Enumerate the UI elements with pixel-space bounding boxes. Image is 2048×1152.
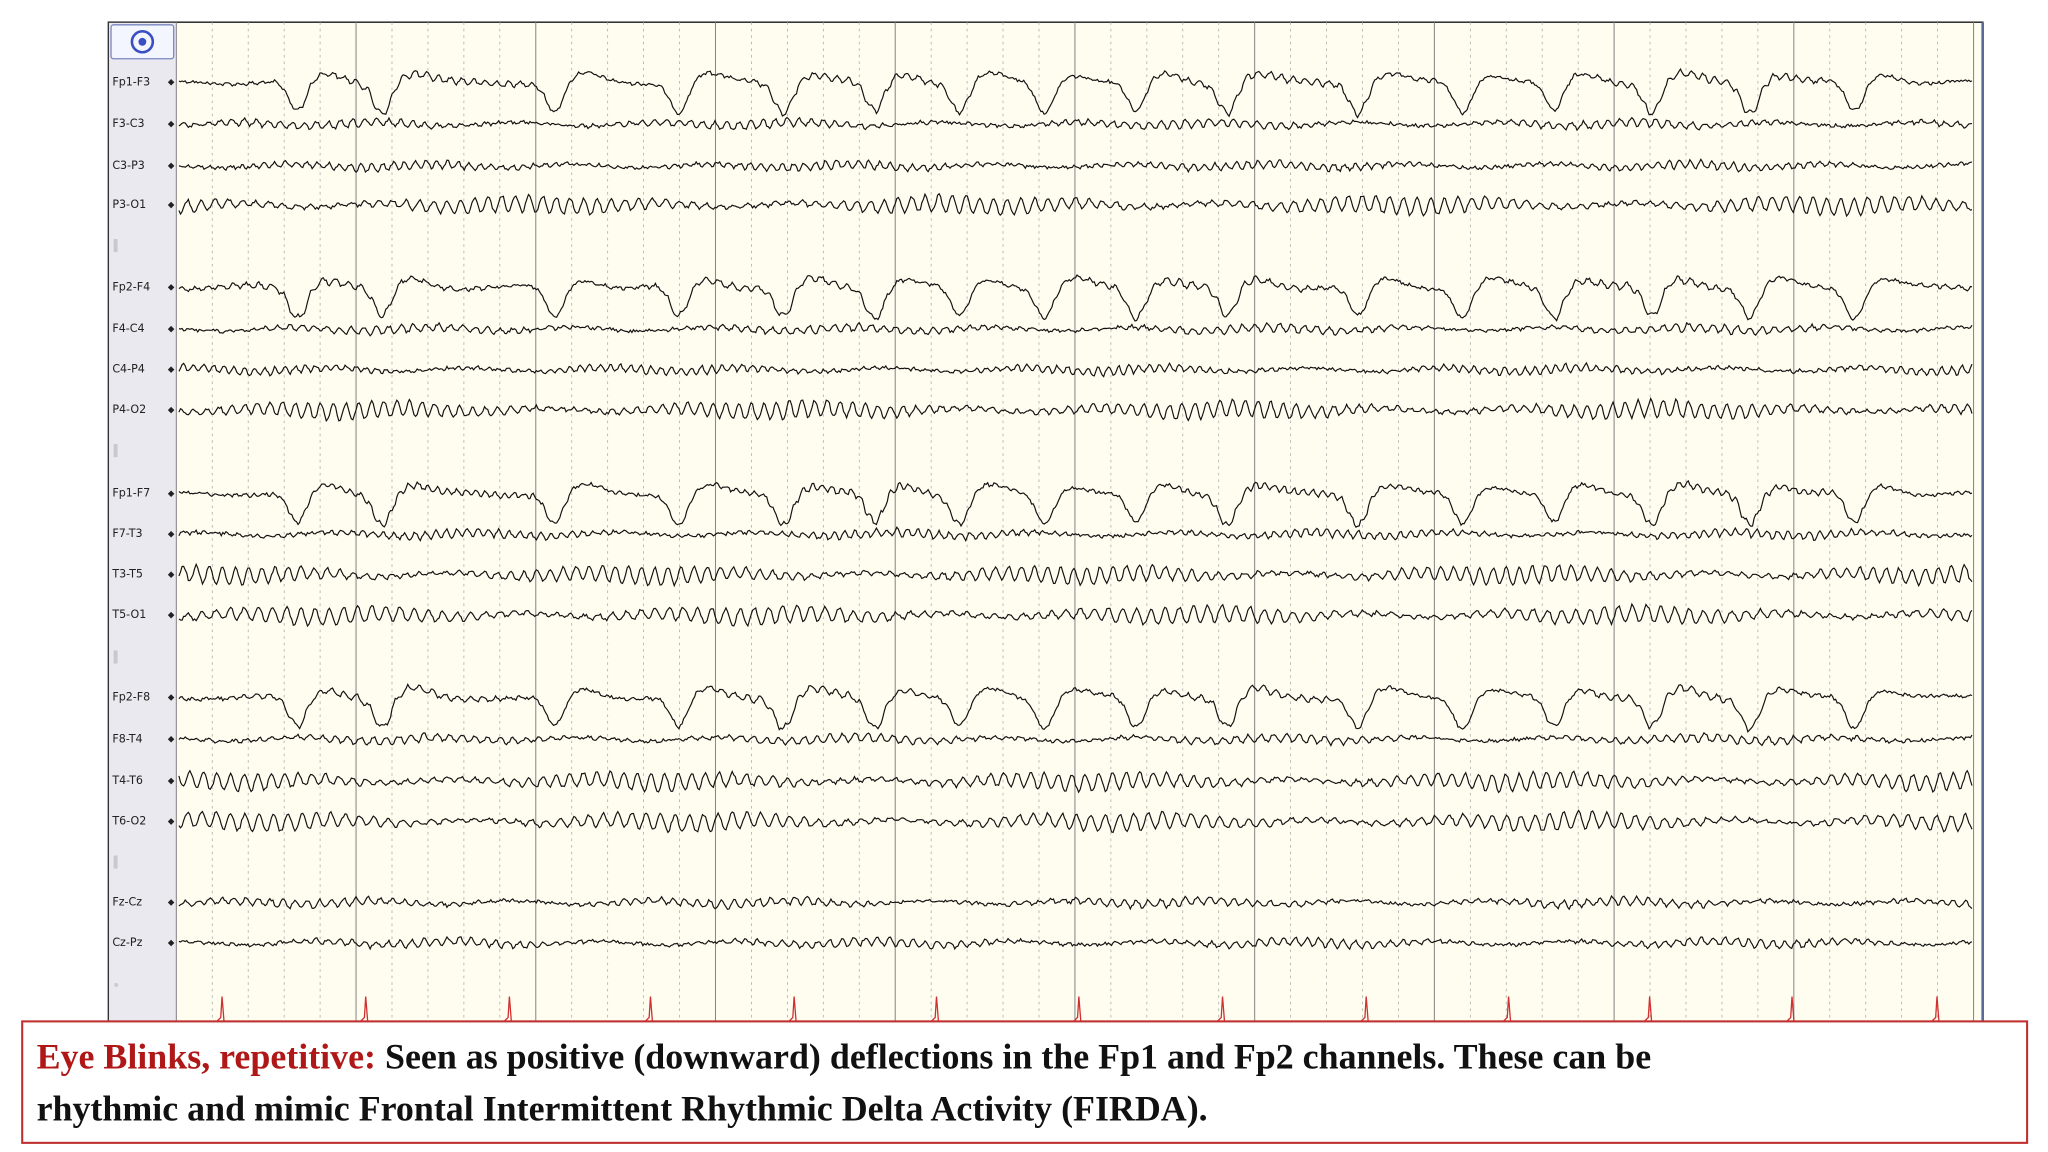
channel-label: F3-C3 (112, 117, 144, 130)
channel-marker (167, 777, 175, 785)
ecg-spike (503, 996, 512, 1022)
channel-label: T3-T5 (111, 568, 143, 581)
eeg-panel (107, 21, 1984, 1029)
channel-labels: Fp1-F3 F3-C3 C3-P3 P3-O1 Fp2-F4 F4-C4 C4-P4 P4-… (111, 75, 175, 987)
marker (114, 982, 119, 987)
group-separator (113, 239, 118, 253)
caption-text: Seen as positive (downward) deflections … (385, 1036, 1651, 1076)
eeg-trace (178, 602, 1973, 628)
eeg-trace (178, 526, 1973, 543)
eeg-trace (178, 894, 1973, 911)
group-separator (113, 855, 118, 869)
eeg-trace (178, 396, 1973, 423)
eeg-trace (178, 935, 1973, 951)
channel-marker (167, 406, 175, 414)
channel-marker (167, 939, 175, 947)
ecg-spikes (216, 996, 1940, 1022)
channel-label: C4-P4 (112, 363, 145, 376)
ecg-spike (1216, 996, 1226, 1022)
channel-marker (167, 79, 175, 86)
ecg-spike (1360, 996, 1369, 1022)
channel-marker (167, 736, 175, 743)
channel-label: Fz-Cz (112, 896, 142, 909)
eeg-trace (178, 361, 1973, 378)
ecg-spike (360, 996, 369, 1022)
group-separator (113, 444, 118, 458)
ecg-spike (1931, 996, 1940, 1022)
caption-box (21, 1020, 2029, 1144)
eeg-trace (178, 562, 1973, 588)
label-column (109, 22, 177, 1028)
channel-marker (167, 284, 175, 291)
channel-marker (167, 120, 175, 128)
eeg-trace (178, 116, 1973, 132)
channel-marker (167, 571, 175, 578)
eeg-trace (178, 479, 1973, 528)
channel-marker (167, 899, 175, 906)
channel-label: Fp1-F3 (112, 75, 150, 88)
channel-label: T6-O2 (111, 815, 146, 828)
ecg-spike (788, 996, 797, 1022)
channel-marker (167, 325, 175, 333)
button-icon[interactable] (130, 30, 155, 54)
caption-label: Eye Blinks, repetitive: (37, 1036, 376, 1076)
eeg-trace (178, 683, 1973, 733)
channel-marker (167, 694, 175, 701)
channel-label: F4-C4 (112, 322, 144, 335)
eeg-trace (178, 809, 1973, 834)
ecg-spike (216, 996, 225, 1022)
channel-label: Fp2-F8 (112, 690, 150, 703)
caption-line-1: Eye Blinks, repetitive: Seen as positive… (37, 1036, 1652, 1076)
channel-marker (167, 366, 175, 373)
traces (178, 67, 1973, 951)
ecg-spike (1786, 996, 1795, 1022)
channel-label: F8-T4 (112, 732, 142, 745)
channel-label: C3-P3 (112, 159, 145, 172)
eeg-trace (178, 321, 1973, 337)
eeg-trace (178, 158, 1973, 174)
channel-label: Fp1-F7 (112, 487, 150, 500)
channel-label: Fp2-F4 (112, 280, 150, 293)
channel-marker (167, 490, 175, 497)
channel-marker (167, 530, 175, 538)
channel-label: F7-T3 (112, 527, 142, 540)
channel-marker (167, 611, 175, 619)
ecg-spike (644, 996, 654, 1022)
channel-label: Cz-Pz (112, 936, 142, 949)
channel-marker (167, 162, 175, 170)
eeg-trace (178, 274, 1973, 322)
caption-line-2: rhythmic and mimic Frontal Intermittent … (37, 1089, 1208, 1129)
group-separator (113, 650, 118, 664)
channel-label: P3-O1 (112, 198, 146, 211)
ecg-spike (1643, 996, 1653, 1022)
settings-button[interactable] (110, 24, 175, 60)
time-grid (175, 22, 1975, 1028)
eeg-trace (178, 192, 1973, 218)
channel-label: T4-T6 (111, 774, 143, 787)
channel-label: T5-O1 (111, 608, 146, 621)
channel-label: P4-O2 (112, 403, 146, 416)
channel-marker (167, 201, 175, 209)
button-icon-dot[interactable] (138, 37, 147, 46)
ecg-spike (1502, 996, 1512, 1022)
eeg-trace (178, 731, 1973, 747)
ecg-spike (930, 996, 940, 1022)
ecg-spike (1073, 996, 1082, 1022)
eeg-trace (178, 67, 1973, 119)
eeg-trace (178, 769, 1973, 794)
